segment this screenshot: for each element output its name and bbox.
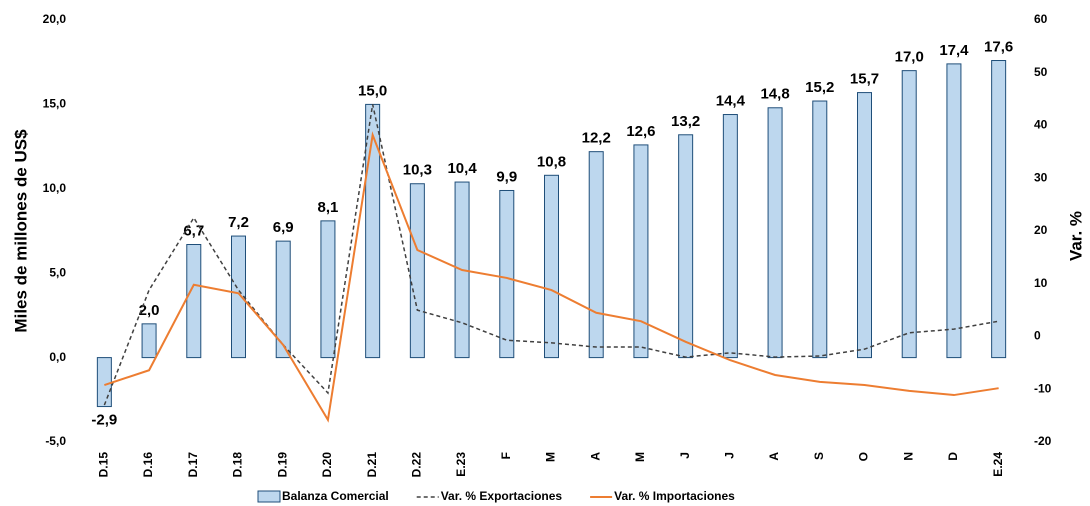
y-tick-label: 5,0: [49, 265, 66, 279]
data-label: 10,8: [537, 153, 566, 170]
x-tick-label: E.24: [991, 452, 1005, 477]
legend-label: Var. % Importaciones: [614, 489, 735, 503]
legend-label: Var. % Exportaciones: [441, 489, 563, 503]
line: [103, 104, 999, 406]
x-tick-label: M: [544, 452, 558, 462]
y2-tick-label: -10: [1034, 381, 1052, 395]
legend-label: Balanza Comercial: [282, 489, 389, 503]
data-label: 10,4: [447, 160, 477, 177]
bar: [901, 70, 917, 359]
y2-tick-label: 20: [1034, 223, 1048, 237]
data-label: 17,6: [984, 38, 1013, 55]
bar: [544, 174, 559, 359]
bar: [857, 92, 872, 359]
x-tick-label: J: [723, 452, 737, 459]
data-label: 17,4: [939, 42, 969, 59]
x-tick-label: D.17: [186, 452, 200, 478]
x-tick-label: D.19: [275, 452, 289, 478]
bar: [275, 240, 291, 359]
x-tick-label: S: [812, 452, 826, 460]
x-tick-label: D.21: [365, 452, 379, 478]
y2-tick-label: 30: [1034, 170, 1048, 184]
y-tick-label: 10,0: [43, 181, 67, 195]
x-tick-label: D.20: [320, 452, 334, 478]
x-tick-label: F: [499, 452, 513, 459]
x-tick-label: D: [946, 452, 960, 461]
y2-tick-label: 60: [1034, 12, 1048, 26]
bar: [320, 220, 336, 359]
bar: [499, 189, 515, 359]
y2-tick-label: -20: [1034, 434, 1052, 448]
y-tick-label: -5,0: [45, 434, 66, 448]
y2-tick-label: 50: [1034, 65, 1048, 79]
data-label: 8,1: [317, 199, 338, 216]
x-tick-label: D.15: [97, 452, 111, 478]
bar: [365, 103, 381, 359]
bar: [231, 235, 246, 359]
data-label: 15,7: [850, 71, 879, 88]
y-tick-label: 15,0: [43, 97, 67, 111]
y2-tick-label: 0: [1034, 329, 1041, 343]
x-tick-label: D.18: [231, 452, 245, 478]
bar: [767, 107, 783, 359]
data-label: 2,0: [139, 302, 160, 319]
x-tick-label: A: [767, 452, 781, 461]
bar: [186, 244, 202, 359]
bar: [588, 151, 604, 359]
x-tick-label: D.22: [410, 452, 424, 478]
x-tick-label: A: [588, 452, 602, 461]
line: [104, 131, 999, 423]
data-label: -2,9: [91, 412, 117, 429]
y2-tick-label: 40: [1034, 118, 1048, 132]
y-axis-title: Miles de millones de US$: [11, 129, 30, 333]
data-label: 14,4: [716, 92, 746, 109]
data-label: 6,7: [183, 222, 204, 239]
bar: [812, 100, 828, 359]
x-tick-label: E.23: [454, 452, 468, 477]
bar: [409, 183, 425, 359]
y2-axis-title: Var. %: [1066, 211, 1085, 261]
bar: [946, 63, 962, 359]
data-label: 15,2: [805, 79, 834, 96]
data-label: 10,3: [403, 162, 432, 179]
bar: [678, 134, 694, 359]
y-tick-label: 20,0: [43, 12, 67, 26]
x-tick-label: M: [633, 452, 647, 462]
data-label: 15,0: [358, 82, 387, 99]
y2-tick-label: 10: [1034, 276, 1048, 290]
x-tick-label: J: [678, 452, 692, 459]
data-label: 14,8: [760, 86, 789, 103]
x-tick-label: O: [857, 452, 871, 461]
data-label: 7,2: [228, 214, 249, 231]
data-label: 12,6: [626, 123, 655, 140]
bar: [141, 323, 157, 359]
legend-swatch: [257, 490, 281, 503]
bar: [633, 144, 649, 359]
x-tick-label: D.16: [141, 452, 155, 478]
data-label: 9,9: [496, 168, 517, 185]
x-tick-label: N: [901, 452, 915, 461]
data-label: 6,9: [273, 219, 294, 236]
bar: [991, 60, 1007, 359]
data-label: 12,2: [582, 130, 611, 147]
data-label: 13,2: [671, 113, 700, 130]
data-label: 17,0: [895, 49, 924, 66]
bar: [722, 114, 738, 359]
y-tick-label: 0,0: [49, 350, 66, 364]
bar: [96, 357, 112, 408]
